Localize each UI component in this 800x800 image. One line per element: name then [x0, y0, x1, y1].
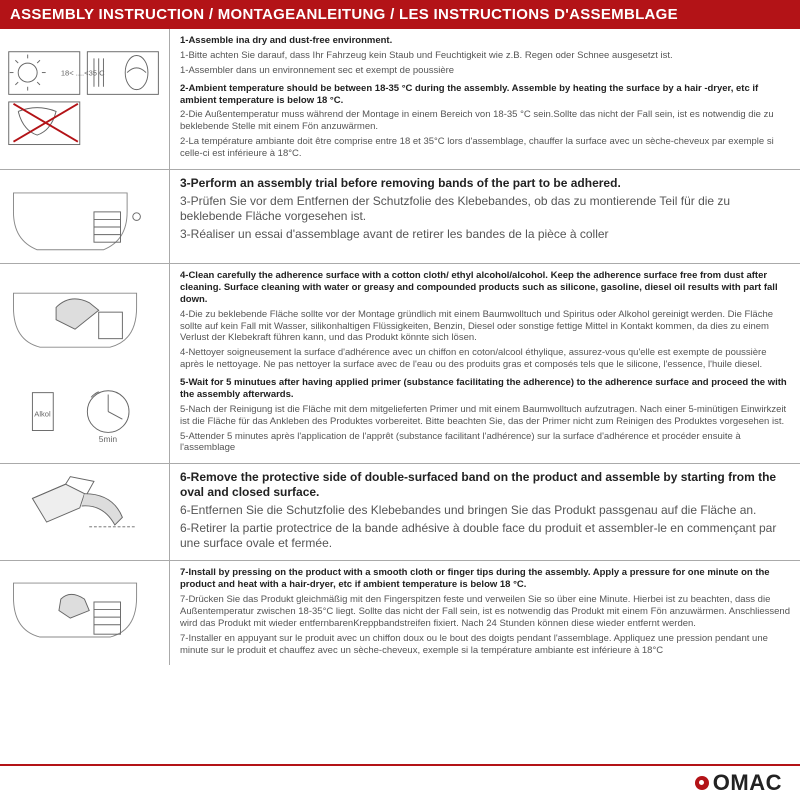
- step6-de: 6-Entfernen Sie die Schutzfolie des Kleb…: [180, 503, 790, 518]
- svg-text:18< ....<35 C: 18< ....<35 C: [61, 68, 105, 77]
- step-text-4: 6-Remove the protective side of double-s…: [170, 464, 800, 560]
- footer: OMAC: [0, 764, 800, 800]
- step3-bold: 3-Perform an assembly trial before remov…: [180, 176, 621, 190]
- page-title: ASSEMBLY INSTRUCTION / MONTAGEANLEITUNG …: [10, 6, 678, 23]
- step5-bold: 5-Wait for 5 minutues after having appli…: [180, 377, 787, 400]
- step6-bold: 6-Remove the protective side of double-s…: [180, 470, 776, 499]
- step4-de: 4-Die zu beklebende Fläche sollte vor de…: [180, 309, 790, 345]
- content: 18< ....<35 C 1-Assemble ina dry and dus…: [0, 29, 800, 764]
- step1-fr: 1-Assembler dans un environnement sec et…: [180, 65, 790, 77]
- step-row-2: 3-Perform an assembly trial before remov…: [0, 170, 800, 264]
- logo-text: OMAC: [713, 770, 782, 796]
- illustration-5: [0, 561, 170, 665]
- step-row-1: 18< ....<35 C 1-Assemble ina dry and dus…: [0, 29, 800, 170]
- step5-de: 5-Nach der Reinigung ist die Fläche mit …: [180, 404, 790, 428]
- svg-text:Alkol: Alkol: [34, 409, 51, 418]
- step4-bold: 4-Clean carefully the adherence surface …: [180, 270, 778, 305]
- title-bar: ASSEMBLY INSTRUCTION / MONTAGEANLEITUNG …: [0, 0, 800, 29]
- step7-bold: 7-Install by pressing on the product wit…: [180, 567, 770, 590]
- step2-bold: 2-Ambient temperature should be between …: [180, 83, 758, 106]
- brand-logo: OMAC: [695, 770, 782, 796]
- step1-bold: 1-Assemble ina dry and dust-free environ…: [180, 35, 392, 46]
- logo-dot-icon: [695, 776, 709, 790]
- step2-fr: 2-La température ambiante doit être comp…: [180, 136, 790, 160]
- step2-de: 2-Die Außentemperatur muss während der M…: [180, 109, 790, 133]
- illustration-3: Alkol 5min: [0, 264, 170, 463]
- illustration-1: 18< ....<35 C: [0, 29, 170, 169]
- step-row-5: 7-Install by pressing on the product wit…: [0, 561, 800, 665]
- svg-text:5min: 5min: [99, 433, 118, 443]
- step3-de: 3-Prüfen Sie vor dem Entfernen der Schut…: [180, 194, 790, 224]
- step6-fr: 6-Retirer la partie protectrice de la ba…: [180, 521, 790, 551]
- step7-de: 7-Drücken Sie das Produkt gleichmäßig mi…: [180, 594, 790, 630]
- step-text-2: 3-Perform an assembly trial before remov…: [170, 170, 800, 263]
- step-text-1: 1-Assemble ina dry and dust-free environ…: [170, 29, 800, 169]
- step-text-3: 4-Clean carefully the adherence surface …: [170, 264, 800, 463]
- step-row-4: 6-Remove the protective side of double-s…: [0, 464, 800, 561]
- step7-fr: 7-Installer en appuyant sur le produit a…: [180, 633, 790, 657]
- illustration-2: [0, 170, 170, 263]
- step1-de: 1-Bitte achten Sie darauf, dass Ihr Fahr…: [180, 50, 790, 62]
- step5-fr: 5-Attender 5 minutes après l'application…: [180, 431, 790, 455]
- step3-fr: 3-Réaliser un essai d'assemblage avant d…: [180, 227, 790, 242]
- illustration-4: [0, 464, 170, 560]
- step4-fr: 4-Nettoyer soigneusement la surface d'ad…: [180, 347, 790, 371]
- step-text-5: 7-Install by pressing on the product wit…: [170, 561, 800, 665]
- step-row-3: Alkol 5min 4-Clean carefully the adheren…: [0, 264, 800, 464]
